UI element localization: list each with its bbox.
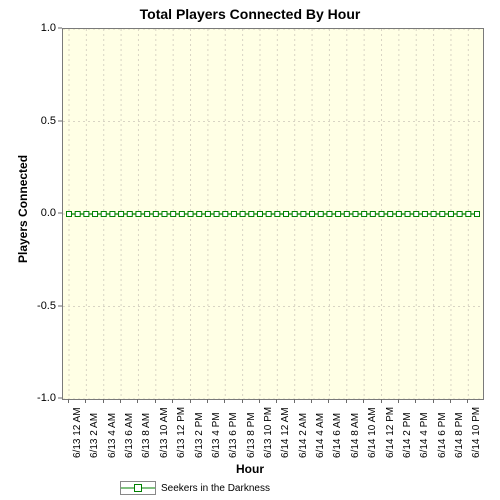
x-tick-mark: [294, 399, 295, 403]
x-axis-title: Hour: [0, 462, 500, 476]
x-tick-label: 6/14 8 PM: [454, 412, 465, 458]
x-tick-mark: [103, 399, 104, 403]
x-tick-mark: [381, 399, 382, 403]
x-tick-mark: [415, 399, 416, 403]
y-tick-mark: [58, 398, 62, 399]
x-tick-mark: [467, 399, 468, 403]
x-tick-mark: [346, 399, 347, 403]
plot-area: [62, 28, 484, 400]
x-tick-label: 6/13 8 AM: [141, 413, 152, 458]
y-tick-label: 0.5: [6, 115, 56, 127]
x-tick-mark: [398, 399, 399, 403]
x-tick-mark: [328, 399, 329, 403]
x-tick-mark: [155, 399, 156, 403]
x-tick-label: 6/13 8 PM: [246, 412, 257, 458]
x-tick-mark: [242, 399, 243, 403]
y-tick-label: 1.0: [6, 22, 56, 34]
x-tick-label: 6/14 8 AM: [350, 413, 361, 458]
x-tick-label: 6/13 10 AM: [159, 407, 170, 458]
x-tick-label: 6/14 12 AM: [280, 407, 291, 458]
x-tick-mark: [137, 399, 138, 403]
x-tick-label: 6/13 10 PM: [263, 407, 274, 458]
x-tick-label: 6/14 12 PM: [385, 407, 396, 458]
y-tick-label: -1.0: [6, 392, 56, 404]
x-tick-label: 6/13 6 PM: [228, 412, 239, 458]
legend: Seekers in the Darkness: [120, 480, 270, 496]
x-tick-label: 6/13 2 AM: [89, 413, 100, 458]
y-tick-label: -0.5: [6, 300, 56, 312]
x-tick-mark: [433, 399, 434, 403]
plot-svg: [63, 29, 483, 399]
x-tick-mark: [259, 399, 260, 403]
legend-label: Seekers in the Darkness: [161, 483, 270, 494]
x-tick-mark: [450, 399, 451, 403]
x-tick-label: 6/13 4 PM: [211, 412, 222, 458]
x-tick-mark: [311, 399, 312, 403]
chart-container: Total Players Connected By Hour Players …: [0, 0, 500, 500]
x-tick-label: 6/13 12 PM: [176, 407, 187, 458]
x-tick-label: 6/14 10 PM: [471, 407, 482, 458]
y-tick-label: 0.0: [6, 207, 56, 219]
x-tick-label: 6/13 12 AM: [72, 407, 83, 458]
x-tick-label: 6/14 2 AM: [298, 413, 309, 458]
x-tick-label: 6/13 2 PM: [194, 412, 205, 458]
x-tick-mark: [363, 399, 364, 403]
x-tick-mark: [190, 399, 191, 403]
y-tick-mark: [58, 305, 62, 306]
x-tick-label: 6/14 10 AM: [367, 407, 378, 458]
chart-title: Total Players Connected By Hour: [0, 6, 500, 22]
x-tick-mark: [68, 399, 69, 403]
legend-swatch: [120, 481, 156, 495]
y-tick-mark: [58, 213, 62, 214]
x-tick-mark: [120, 399, 121, 403]
x-tick-mark: [207, 399, 208, 403]
x-tick-mark: [172, 399, 173, 403]
x-tick-label: 6/14 4 AM: [315, 413, 326, 458]
x-tick-label: 6/14 2 PM: [402, 412, 413, 458]
x-tick-label: 6/14 6 PM: [437, 412, 448, 458]
x-tick-label: 6/14 6 AM: [332, 413, 343, 458]
x-tick-label: 6/13 4 AM: [107, 413, 118, 458]
x-tick-label: 6/13 6 AM: [124, 413, 135, 458]
x-tick-label: 6/14 4 PM: [419, 412, 430, 458]
legend-marker-icon: [134, 484, 142, 492]
y-tick-mark: [58, 120, 62, 121]
x-tick-mark: [276, 399, 277, 403]
x-tick-mark: [85, 399, 86, 403]
x-tick-mark: [224, 399, 225, 403]
y-tick-mark: [58, 28, 62, 29]
